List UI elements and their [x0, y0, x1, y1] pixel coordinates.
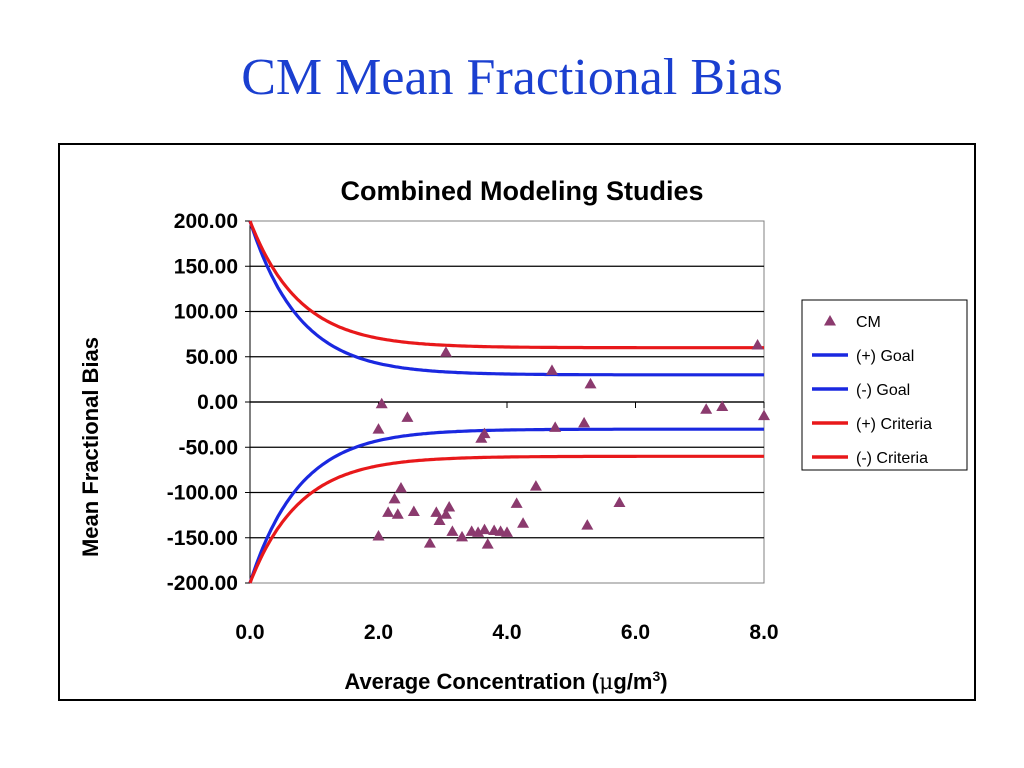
series-line-goal [248, 427, 764, 584]
legend-label: (-) Criteria [856, 450, 928, 467]
y-tick-label: 50.00 [185, 346, 238, 369]
y-axis-title: Mean Fractional Bias [78, 337, 103, 557]
cm-data-point [478, 427, 491, 439]
axis-layer [245, 220, 765, 584]
chart-frame: Combined Modeling Studies 200.00 150.00 10… [58, 143, 976, 701]
cm-data-point [613, 496, 626, 507]
x-tick-label: 0.0 [235, 621, 264, 644]
cm-data-point [388, 492, 401, 504]
legend-marker-cm [824, 315, 836, 326]
cm-data-point [394, 481, 407, 493]
cm-data-point [517, 517, 530, 528]
cm-data-point [584, 377, 597, 389]
grid-layer [250, 265, 764, 539]
cm-data-point [446, 525, 459, 536]
x-tick-label: 6.0 [621, 621, 650, 644]
cm-data-point [401, 411, 414, 422]
cm-data-point [481, 538, 494, 549]
legend: CM (+) Goal (-) Goal (+) Criteria (-) Criter… [801, 299, 968, 471]
legend-label: (+) Criteria [856, 416, 932, 433]
series-line-criteria [248, 454, 764, 584]
legend-box [801, 299, 968, 471]
cm-data-point [545, 364, 558, 375]
series-line-criteria [248, 220, 764, 350]
cm-data-point [372, 529, 385, 541]
legend-label: (+) Goal [856, 348, 914, 365]
cm-data-point [510, 497, 523, 508]
y-tick-label: -50.00 [178, 436, 238, 459]
y-tick-label: 100.00 [174, 301, 238, 324]
cm-data-point [423, 537, 436, 548]
y-tick-label: -200.00 [167, 572, 238, 595]
cm-data-point [382, 506, 395, 517]
cm-data-point [581, 519, 594, 530]
cm-data-point [700, 403, 713, 414]
cm-data-point [472, 526, 485, 537]
cm-data-point [529, 480, 542, 491]
point-layer [372, 338, 770, 549]
slide-title: CM Mean Fractional Bias [241, 49, 783, 106]
legend-label: CM [856, 314, 881, 331]
cm-data-point [375, 397, 388, 409]
chart-title: Combined Modeling Studies [341, 176, 704, 206]
cm-data-point [407, 505, 420, 517]
line-layer [248, 220, 764, 584]
legend-label: (-) Goal [856, 382, 910, 399]
cm-data-point [443, 500, 456, 512]
cm-data-point [751, 338, 764, 350]
x-tick-label: 2.0 [364, 621, 393, 644]
cm-data-point [391, 508, 404, 519]
cm-data-point [439, 346, 452, 357]
chart-svg: Combined Modeling Studies 200.00 150.00 10… [78, 176, 968, 695]
cm-data-point [372, 423, 385, 434]
cm-data-point [433, 514, 446, 526]
series-line-goal [248, 220, 764, 377]
y-tick-label: 200.00 [174, 210, 238, 233]
y-tick-label: -100.00 [167, 482, 238, 505]
x-tick-label: 8.0 [749, 621, 778, 644]
cm-data-point [430, 506, 443, 517]
y-tick-label: 150.00 [174, 255, 238, 278]
cm-data-point [439, 508, 452, 519]
x-tick-label: 4.0 [492, 621, 521, 644]
cm-data-point [716, 400, 729, 412]
y-tick-label: -150.00 [167, 527, 238, 550]
cm-data-point [478, 523, 491, 535]
cm-data-point [501, 526, 513, 537]
y-tick-label: 0.00 [197, 391, 238, 414]
tick-label-layer: 200.00 150.00 100.00 50.00 0.00 -50.00 -100.00… [167, 210, 779, 644]
x-axis-title: Average Concentration (μg/m3) [344, 668, 667, 695]
cm-data-point [758, 409, 770, 421]
cm-data-point [549, 421, 562, 432]
cm-data-point [456, 530, 469, 542]
cm-data-point [578, 416, 591, 428]
